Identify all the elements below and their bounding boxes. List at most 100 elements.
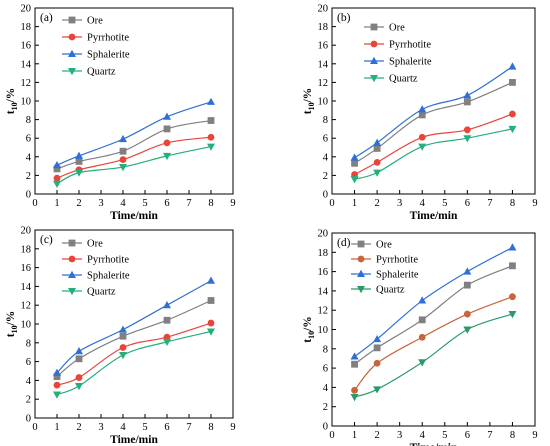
y-tick-label: 20 [318,4,329,15]
legend-label: Ore [87,239,103,250]
legend-marker [68,68,76,76]
x-axis-label: Time/min [110,434,158,446]
y-tick-label: 16 [318,41,329,52]
x-tick-label: 6 [164,198,169,209]
y-tick-label: 8 [26,338,31,349]
data-point [53,368,61,376]
legend-item: Quartz [62,287,116,298]
legend-item: Quartz [62,67,116,78]
y-tick-label: 12 [21,78,32,89]
data-point [207,297,215,304]
data-point [418,296,427,304]
legend-marker [68,33,76,41]
x-axis-label: Time/min [410,442,458,446]
chart-panel-c: 0 1 2 3 4 5 6 7 8 902468101214161820Time/mint10/%… [5,226,236,446]
x-tick-label: 9 [230,198,235,209]
x-tick-label: 5 [442,198,447,209]
y-tick-label: 2 [26,395,31,406]
legend-marker [370,75,378,83]
panel-label: (a) [40,12,53,24]
data-point [207,97,215,105]
legend-label: Sphalerite [389,57,432,68]
x-axis-label: Time/min [110,210,158,222]
data-point [53,174,61,182]
y-tick-label: 8 [323,344,328,355]
legend-marker [357,240,365,248]
data-point [163,301,171,309]
x-tick-label: 4 [420,430,426,441]
data-point [463,126,471,134]
y-tick-label: 6 [323,364,328,375]
data-point [418,105,427,113]
y-tick-label: 6 [26,357,31,368]
data-point [508,125,517,134]
y-tick-label: 14 [21,59,32,70]
y-tick-label: 0 [26,414,31,425]
y-tick-label: 18 [21,244,32,255]
panel-label: (b) [337,12,351,24]
data-point [75,158,83,165]
series-line [354,313,513,398]
y-tick-label: 2 [323,402,328,413]
data-point [463,98,471,106]
legend-item: Ore [62,239,103,250]
panel-label: (c) [40,234,53,246]
data-point [75,347,83,355]
chart-panel-d: 012345678902468101214161820Time/mint10/%… [302,229,538,446]
x-tick-label: 3 [397,198,402,209]
y-tick-label: 16 [21,41,32,52]
legend-item: Sphalerite [62,50,130,61]
y-tick-label: 12 [21,301,32,312]
data-point [508,243,517,251]
chart-panel-b: 0 1 2 3 4 5 6 7 8 902468101214161820Time/mint10/%… [302,4,538,223]
data-point [351,360,358,368]
data-point [509,293,516,301]
x-tick-label: 5 [442,430,447,441]
data-point [75,169,83,177]
data-point [418,316,426,324]
x-tick-label: 5 [142,422,147,433]
data-point [207,319,215,327]
x-tick-label: 0 [32,198,37,209]
legend-marker [68,49,76,57]
plot-frame [331,7,536,195]
y-tick-label: 10 [318,97,329,108]
data-point [418,359,427,367]
legend-marker [370,40,378,48]
legend-label: Sphalerite [87,50,130,61]
data-point [463,326,472,334]
y-tick-label: 0 [26,190,31,201]
y-tick-label: 20 [21,4,32,15]
legend: Ore Pyrrhotite Sphalerite Quartz [62,239,130,298]
series-ore [53,297,215,381]
data-point [119,332,127,340]
panel-label: (d) [337,237,351,249]
x-tick-label: 2 [76,198,81,209]
legend-item: Pyrrhotite [62,255,129,266]
x-tick-label: 5 [142,198,147,209]
data-point [418,143,427,151]
legend-marker [68,239,76,247]
y-tick-label: 4 [26,376,32,387]
legend-item: Ore [62,16,103,27]
y-tick-label: 8 [323,115,328,126]
y-axis-label: t10/% [5,311,19,338]
legend-label: Quartz [389,74,418,85]
data-point [207,117,215,124]
x-tick-label: 0 [32,422,37,433]
data-point [119,134,127,143]
series-pyrrhotite [351,293,516,394]
y-tick-label: 0 [323,190,328,201]
legend: Ore Pyrrhotite Sphalerite Quartz [62,16,130,78]
legend-label: Quartz [87,67,116,78]
series-quartz [53,143,215,188]
legend-marker [357,255,365,263]
x-tick-label: 3 [397,430,402,441]
series-quartz [350,125,517,184]
data-point [463,281,471,289]
data-point [75,374,83,381]
data-point [509,79,516,86]
data-point [163,125,171,133]
y-tick-label: 6 [323,134,328,145]
legend-marker [68,255,76,263]
